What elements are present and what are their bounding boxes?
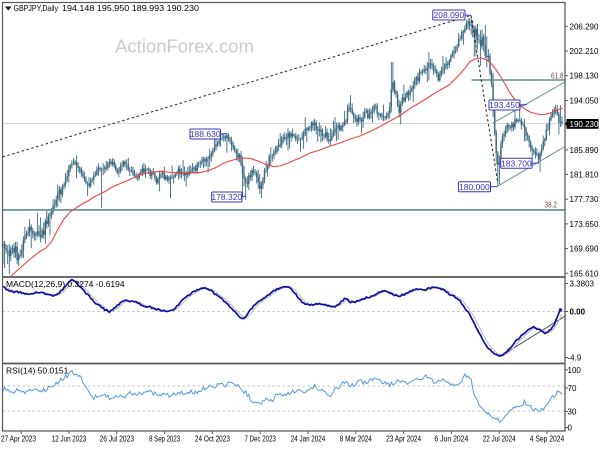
svg-text:202.210: 202.210 (570, 47, 599, 56)
svg-text:26 Jul 2023: 26 Jul 2023 (100, 435, 135, 444)
svg-text:4 Sep 2024: 4 Sep 2024 (530, 435, 565, 444)
svg-text:177.730: 177.730 (570, 195, 599, 204)
svg-text:181.810: 181.810 (570, 171, 599, 180)
svg-text:RSI(14) 50.0151: RSI(14) 50.0151 (6, 366, 69, 376)
svg-text:185.890: 185.890 (570, 146, 599, 155)
svg-text:24 Jan 2024: 24 Jan 2024 (291, 435, 326, 444)
svg-text:194.050: 194.050 (570, 96, 599, 105)
svg-text:38.2: 38.2 (545, 201, 558, 210)
svg-text:70: 70 (568, 384, 577, 393)
svg-text:165.610: 165.610 (570, 269, 599, 278)
svg-text:173.650: 173.650 (570, 220, 599, 229)
svg-text:100: 100 (568, 366, 582, 375)
svg-text:12 Jun 2023: 12 Jun 2023 (52, 435, 87, 444)
svg-text:8 Mar 2024: 8 Mar 2024 (340, 435, 372, 444)
svg-text:30: 30 (568, 408, 577, 417)
svg-text:183.700: 183.700 (501, 158, 532, 168)
svg-text:169.690: 169.690 (570, 245, 599, 254)
svg-text:ActionForex.com: ActionForex.com (115, 36, 254, 57)
svg-text:198.130: 198.130 (570, 72, 599, 81)
svg-text:23 Apr 2024: 23 Apr 2024 (386, 435, 421, 444)
svg-text:0.00: 0.00 (570, 308, 586, 317)
svg-text:194.148 195.950 189.993 190.23: 194.148 195.950 189.993 190.230 (62, 3, 199, 13)
svg-text:3.3803: 3.3803 (570, 280, 595, 289)
svg-text:193.450: 193.450 (489, 100, 520, 110)
svg-text:188.630: 188.630 (190, 129, 221, 139)
svg-text:6 Jun 2024: 6 Jun 2024 (434, 435, 468, 444)
svg-text:180.000: 180.000 (459, 182, 490, 192)
svg-text:8 Sep 2023: 8 Sep 2023 (149, 435, 180, 444)
svg-text:61.8: 61.8 (551, 72, 564, 81)
svg-text:0: 0 (568, 424, 573, 433)
svg-text:190.230: 190.230 (570, 120, 599, 129)
svg-text:206.290: 206.290 (570, 22, 599, 31)
svg-text:178.320: 178.320 (211, 192, 242, 202)
svg-text:GBPJPY,Daily: GBPJPY,Daily (14, 3, 59, 13)
svg-text:7 Dec 2023: 7 Dec 2023 (244, 435, 276, 444)
svg-text:MACD(12,26,9) 0.3274 -0.6194: MACD(12,26,9) 0.3274 -0.6194 (6, 279, 125, 289)
svg-text:22 Jul 2024: 22 Jul 2024 (483, 435, 516, 444)
svg-text:208.090: 208.090 (434, 10, 465, 20)
svg-text:24 Oct 2023: 24 Oct 2023 (195, 435, 230, 444)
svg-text:-4.9: -4.9 (568, 354, 582, 363)
svg-text:27 Apr 2023: 27 Apr 2023 (1, 435, 36, 444)
